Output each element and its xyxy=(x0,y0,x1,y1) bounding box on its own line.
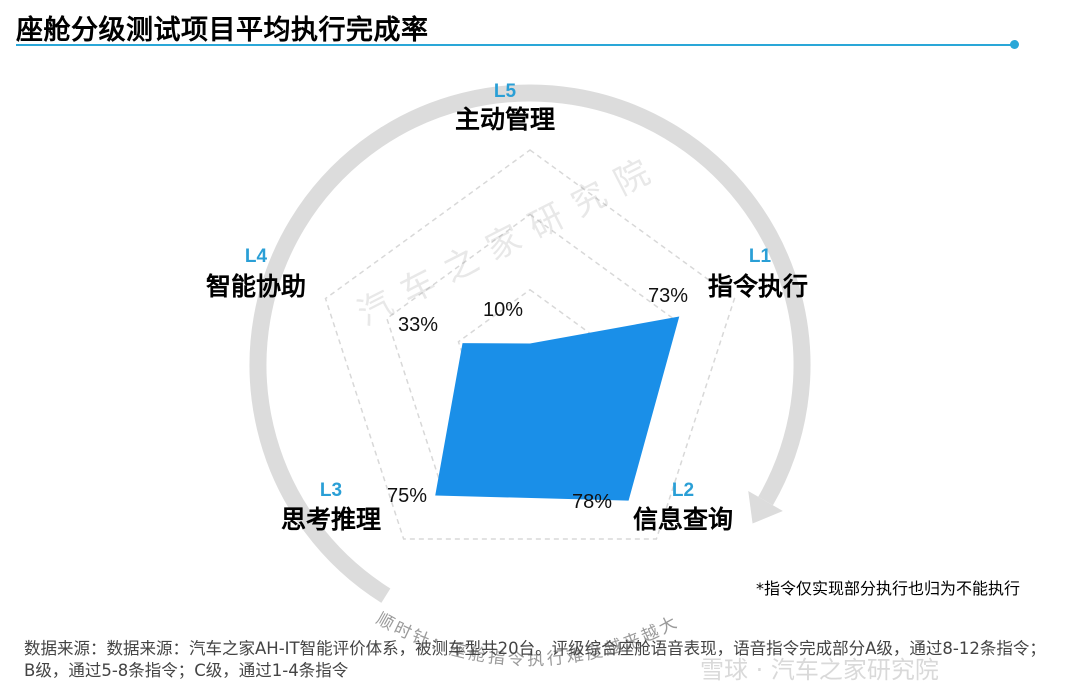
radar-data-area xyxy=(435,316,680,501)
page-title: 座舱分级测试项目平均执行完成率 xyxy=(16,15,429,46)
value-label-l5: 10% xyxy=(483,299,523,321)
value-label-l1: 73% xyxy=(648,285,688,307)
data-source-note: 数据来源：数据来源：汽车之家AH-IT智能评价体系，被测车型共20台。评级综合座… xyxy=(24,639,1046,680)
radar-labels: L5 主动管理 10% L1 指令执行 73% L2 信息查询 78% L3 思考推理 75% L4 智能… xyxy=(206,81,808,534)
clockwise-arrowhead xyxy=(748,491,783,524)
level-label-l5: L5 xyxy=(494,81,517,102)
clockwise-arc xyxy=(249,84,811,603)
grid-ring-3 xyxy=(324,149,736,540)
value-label-l2: 78% xyxy=(572,491,612,513)
value-label-l4: 33% xyxy=(398,314,438,336)
axis-label-l3: 思考推理 xyxy=(281,505,381,534)
value-label-l3: 75% xyxy=(387,485,427,507)
title-underline-dot xyxy=(1010,40,1019,49)
level-label-l4: L4 xyxy=(245,246,268,267)
footnote: *指令仅实现部分执行也归为不能执行 xyxy=(756,579,1021,598)
axis-label-l5: 主动管理 xyxy=(455,105,555,134)
axis-label-l2: 信息查询 xyxy=(633,505,733,534)
level-label-l1: L1 xyxy=(749,246,772,267)
axis-label-l4: 智能协助 xyxy=(206,272,306,301)
title-underline xyxy=(16,44,1014,46)
axis-label-l1: 指令执行 xyxy=(708,272,808,301)
level-label-l2: L2 xyxy=(672,480,694,501)
level-label-l3: L3 xyxy=(320,480,342,501)
